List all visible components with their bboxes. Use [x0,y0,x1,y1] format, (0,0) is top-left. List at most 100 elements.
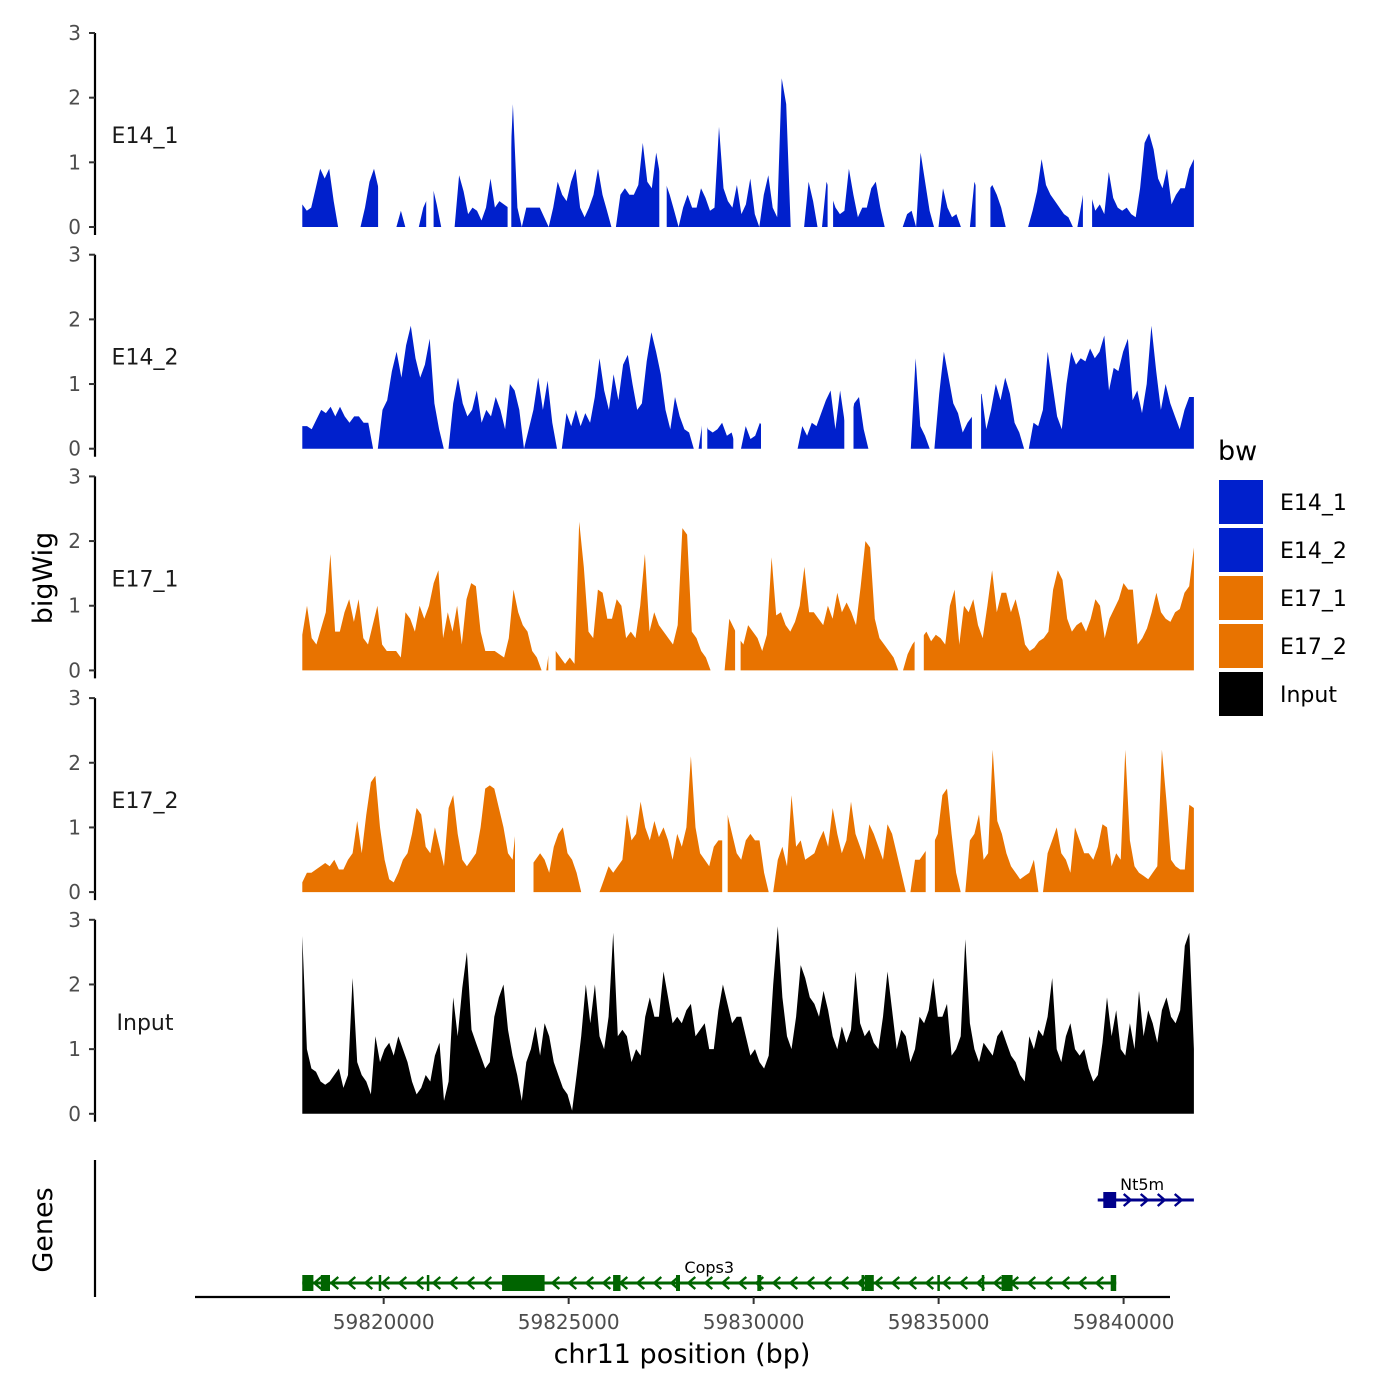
no-data-gap [378,31,386,228]
strand-arrow [1139,1193,1150,1207]
strand-arrow [1043,1276,1054,1290]
no-data-gap [405,31,417,228]
strand-arrow [448,1276,459,1290]
strand-arrow [465,1276,476,1290]
legend-title: bw [1218,436,1257,467]
y-tick-label: 1 [68,1037,81,1061]
strand-arrow [992,1276,1003,1290]
strand-arrow [550,1276,561,1290]
track-label-E14_1: E14_1 [112,124,179,149]
y-tick-label: 0 [68,1102,81,1126]
gene-Nt5m: Nt5m [1097,1175,1194,1208]
y-tick-label: 3 [68,908,81,932]
gene-label-Nt5m: Nt5m [1120,1175,1164,1194]
signal-area-E17_2 [302,749,1194,893]
exon [502,1275,545,1291]
y-tick-label: 3 [68,243,81,267]
track-Input: 0 1 2 3 Input [68,908,1194,1126]
genes-axis-title: Genes [28,1187,59,1272]
y-tick-label: 2 [68,972,81,996]
exon [320,1275,330,1291]
signal-area-E17_1 [302,521,1194,671]
no-data-gap [1082,31,1093,228]
strand-arrow [1060,1276,1071,1290]
y-tick-label: 1 [68,372,81,396]
legend-item-E17_1: E17_1 [1219,576,1347,620]
exon [864,1275,874,1291]
y-tick-label: 0 [68,658,81,682]
no-data-gap [975,31,991,228]
tracks-layer: 0 1 2 3 E14_1 0 1 2 3 E14_2 0 1 2 3 E17_1 0 1 2 3 E17_2 0 1 2 3… [68,21,1194,1126]
x-axis-title: chr11 position (bp) [554,1339,811,1370]
strand-arrow [1156,1193,1167,1207]
no-data-gap [890,31,902,228]
strand-arrow [771,1276,782,1290]
strand-arrow [873,1276,884,1290]
gene-Cops3: Cops3 [302,1258,1117,1291]
y-tick-label: 2 [68,307,81,331]
strand-arrow [584,1276,595,1290]
no-data-gap [352,31,360,228]
signal-area-E14_1 [302,78,1194,227]
x-tick-label: 59825000 [518,1310,620,1334]
legend-swatch [1219,480,1263,524]
exon [1001,1275,1013,1291]
y-tick-label: 0 [68,880,81,904]
no-data-gap [426,31,434,228]
no-data-gap [735,474,741,672]
strand-arrow [601,1276,612,1290]
strand-arrow [839,1276,850,1290]
track-E14_2: 0 1 2 3 E14_2 [68,243,1194,461]
no-data-gap [827,31,834,228]
no-data-gap [844,252,854,450]
exon [1110,1275,1117,1291]
no-data-gap [761,252,787,450]
no-data-gap [971,252,982,450]
legend-swatch [1219,528,1263,572]
strand-arrow [1122,1193,1133,1207]
x-tick-label: 59830000 [703,1310,805,1334]
track-E17_1: 0 1 2 3 E17_1 [68,464,1194,682]
no-data-gap [722,696,728,894]
x-tick-label: 59835000 [888,1310,990,1334]
legend-label: E14_2 [1280,539,1347,564]
no-data-gap [701,252,708,450]
track-label-E14_2: E14_2 [112,346,179,371]
strand-arrow [805,1276,816,1290]
no-data-gap [914,474,924,672]
y-tick-label: 1 [68,150,81,174]
strand-arrow [737,1276,748,1290]
y-tick-label: 3 [68,21,81,45]
legend-item-E14_2: E14_2 [1219,528,1347,572]
strand-arrow [482,1276,493,1290]
no-data-gap [733,252,739,450]
y-tick-label: 1 [68,815,81,839]
strand-arrow [788,1276,799,1290]
legend-swatch [1219,624,1263,668]
strand-arrow [414,1276,425,1290]
strand-arrow [652,1276,663,1290]
strand-arrow [329,1276,340,1290]
y-tick-label: 0 [68,215,81,239]
y-tick-label: 2 [68,529,81,553]
legend-item-E14_1: E14_1 [1219,480,1347,524]
legend-swatch [1219,576,1263,620]
strand-arrow [1173,1193,1184,1207]
exon [757,1275,762,1291]
y-axis-title: bigWig [28,532,59,625]
signal-area-E14_2 [302,325,1194,449]
strand-arrow [380,1276,391,1290]
strand-arrow [1026,1276,1037,1290]
signal-area-Input [302,926,1194,1114]
track-label-E17_2: E17_2 [112,789,179,814]
y-tick-label: 0 [68,437,81,461]
legend-swatch [1219,672,1263,716]
strand-arrow [941,1276,952,1290]
legend-item-E17_2: E17_2 [1219,624,1347,668]
strand-arrow [431,1276,442,1290]
no-data-gap [507,31,512,228]
legend: E14_1 E14_2 E17_1 E17_2 Input [1219,480,1347,716]
track-E14_1: 0 1 2 3 E14_1 [68,21,1194,239]
y-tick-label: 2 [68,86,81,110]
